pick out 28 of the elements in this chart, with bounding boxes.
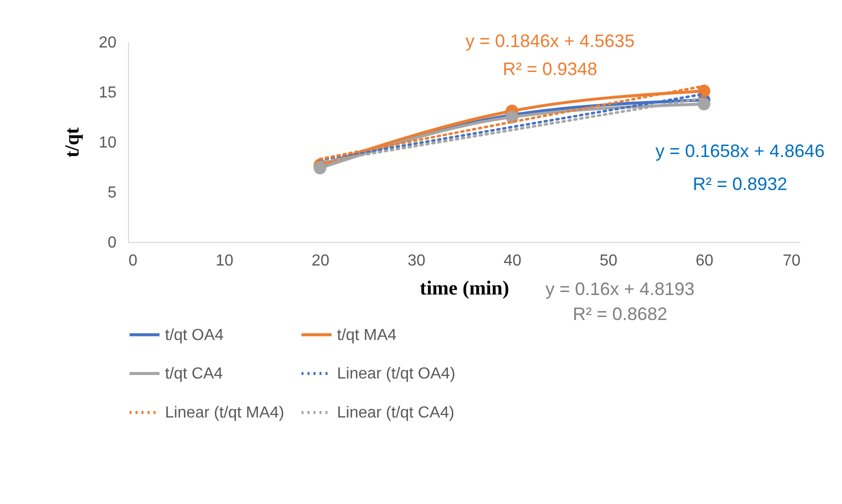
x-tick-label: 0 (128, 252, 138, 270)
legend-label: Linear (t/qt MA4) (165, 404, 284, 422)
x-tick-label: 70 (782, 252, 801, 270)
y-tick-label: 15 (98, 84, 117, 102)
x-tick-label: 20 (312, 252, 330, 270)
x-tick-label: 30 (408, 252, 426, 270)
y-tick-label: 5 (108, 184, 117, 202)
text: y = 0.16x + 4.8193 (545, 279, 695, 299)
annotation: R² = 0.8932 (692, 174, 788, 194)
legend-label: t/qt MA4 (337, 326, 397, 344)
point (698, 98, 710, 110)
x-tick-label: 60 (696, 252, 714, 270)
text: R² = 0.8682 (572, 304, 668, 324)
y-axis-title: t/qt (62, 127, 84, 158)
x-tick-label: 10 (216, 252, 234, 270)
legend-label: Linear (t/qt OA4) (337, 366, 456, 382)
x-tick-label: 50 (600, 252, 618, 270)
legend-label: t/qt CA4 (165, 366, 223, 382)
annotation: y = 0.1658x + 4.8646 (655, 141, 825, 161)
x-tick-label: 40 (504, 252, 522, 270)
legend-label: Linear (t/qt CA4) (337, 404, 454, 422)
annotation: R² = 0.9348 (502, 59, 598, 79)
y-tick-label: 0 (108, 234, 117, 252)
annotation: y = 0.1846x + 4.5635 (465, 31, 635, 51)
x-axis-title: time (min) (420, 278, 510, 300)
legend-label: t/qt OA4 (165, 326, 224, 344)
y-tick-label: 20 (98, 34, 117, 52)
y-tick-label: 10 (98, 134, 117, 152)
